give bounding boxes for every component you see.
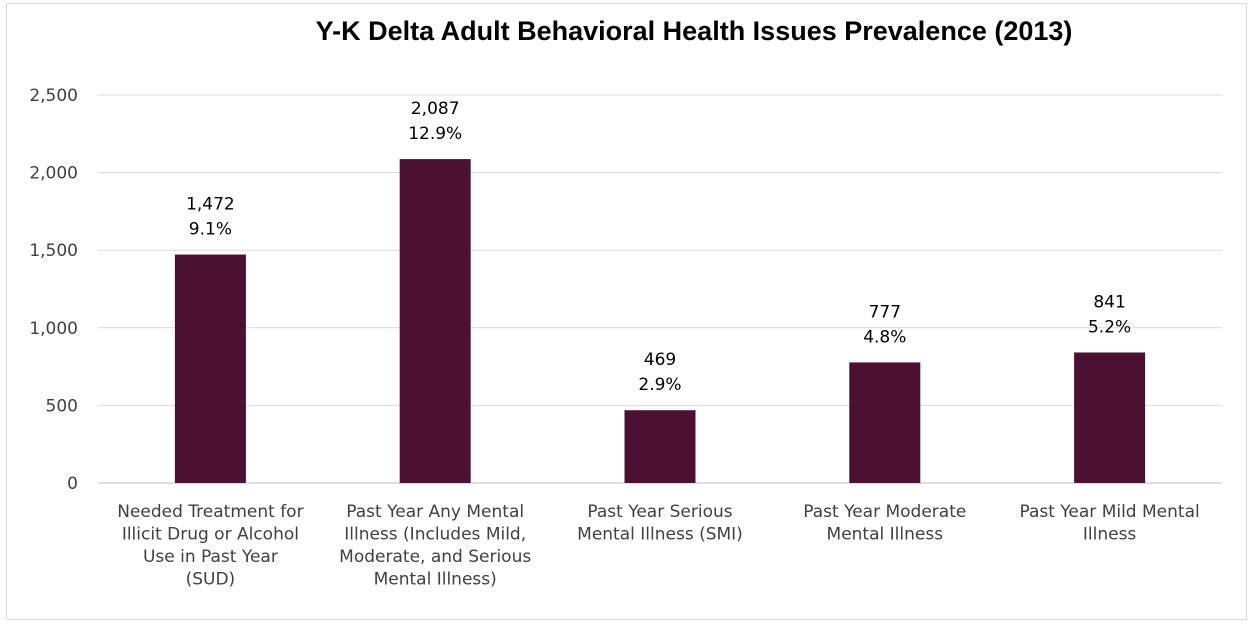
data-label-value: 469 — [644, 350, 676, 370]
y-tick-label: 500 — [46, 396, 78, 416]
y-tick-label: 2,000 — [29, 164, 78, 184]
category-label: Past Year Serious Mental Illness (SMI) — [577, 502, 743, 545]
category-label: Needed Treatment for Illicit Drug or Alco… — [117, 502, 303, 590]
bar — [1074, 352, 1146, 483]
data-label-percent: 2.9% — [638, 375, 681, 395]
y-tick-label: 0 — [67, 474, 78, 494]
data-label-value: 2,087 — [411, 99, 460, 119]
category-label: Past Year Mild Mental Illness — [1019, 502, 1199, 545]
bar — [399, 159, 471, 483]
gridlines — [98, 94, 1222, 484]
y-tick-label: 1,500 — [29, 241, 78, 261]
y-axis-ticks: 0 500 1,000 1,500 2,000 2,500 — [29, 86, 78, 494]
category-label: Past Year Moderate Mental Illness — [803, 502, 966, 545]
x-axis-categories: Needed Treatment for Illicit Drug or Alco… — [117, 502, 1200, 590]
bar — [624, 410, 696, 483]
data-label-value: 777 — [869, 302, 901, 322]
data-label-percent: 9.1% — [189, 220, 232, 240]
bars — [174, 159, 1146, 483]
data-label-value: 841 — [1093, 292, 1125, 312]
bar — [849, 362, 921, 483]
chart-title: Y-K Delta Adult Behavioral Health Issues… — [316, 16, 1073, 46]
bar — [174, 254, 246, 483]
data-label-percent: 5.2% — [1088, 317, 1131, 337]
data-label-percent: 12.9% — [408, 124, 462, 144]
data-label-percent: 4.8% — [863, 327, 906, 347]
data-label-value: 1,472 — [186, 195, 235, 215]
y-tick-label: 2,500 — [29, 86, 78, 106]
data-labels: 1,472 9.1% 2,087 12.9% 469 2.9% 777 4.8% 841 5.2% — [186, 99, 1131, 395]
y-tick-label: 1,000 — [29, 319, 78, 339]
category-label: Past Year Any Mental Illness (Includes Mi… — [339, 502, 531, 590]
